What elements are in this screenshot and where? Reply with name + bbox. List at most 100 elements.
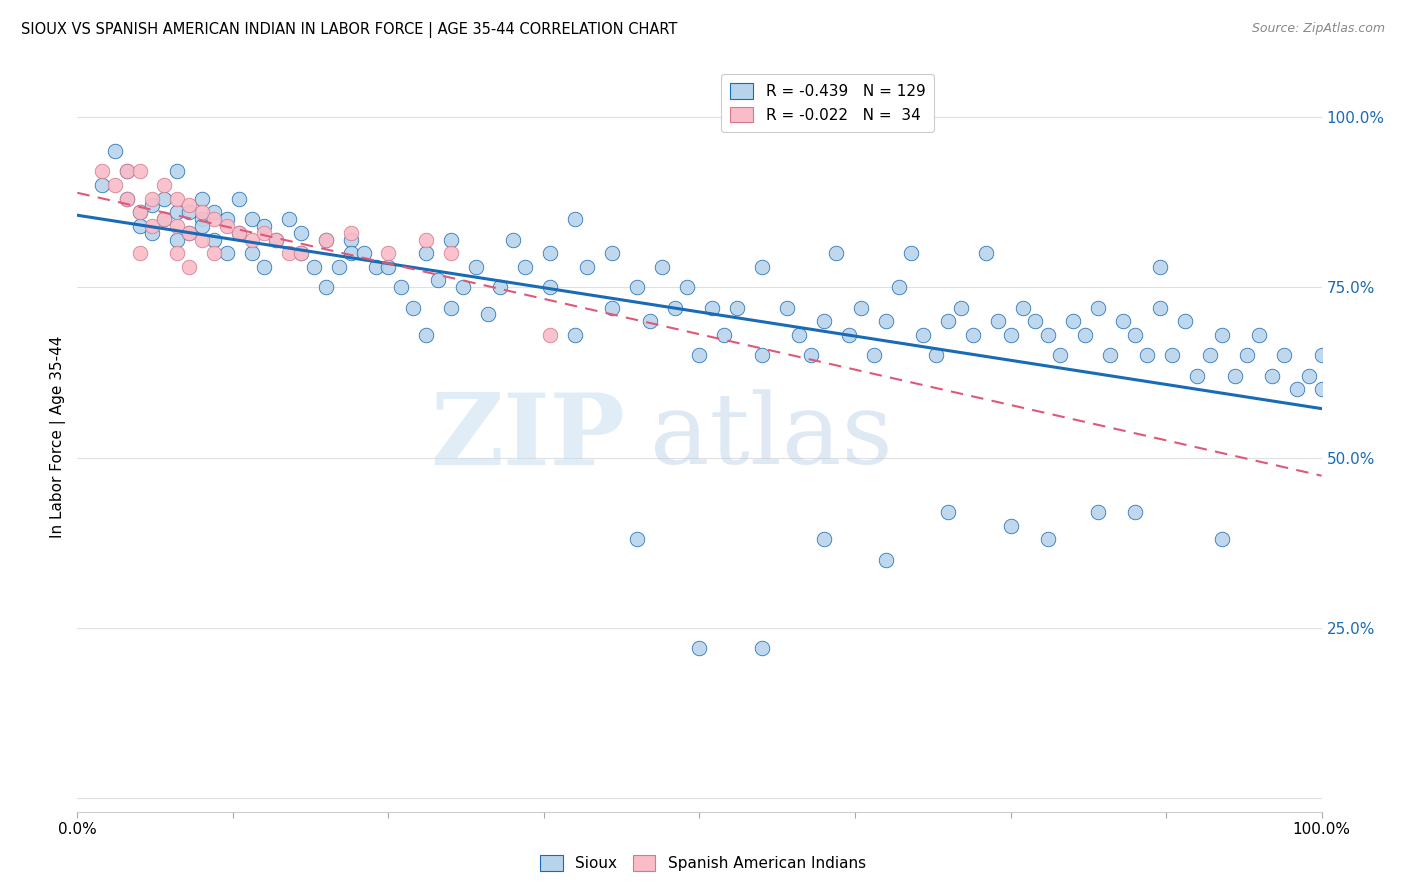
Point	[576, 260, 599, 274]
Point	[751, 348, 773, 362]
Point	[538, 327, 561, 342]
Point	[315, 233, 337, 247]
Point	[104, 144, 127, 158]
Point	[700, 301, 723, 315]
Point	[502, 233, 524, 247]
Point	[439, 233, 461, 247]
Point	[1136, 348, 1159, 362]
Point	[191, 192, 214, 206]
Point	[1161, 348, 1184, 362]
Point	[1000, 327, 1022, 342]
Point	[1036, 327, 1059, 342]
Point	[315, 280, 337, 294]
Point	[851, 301, 873, 315]
Point	[402, 301, 425, 315]
Point	[987, 314, 1010, 328]
Point	[464, 260, 486, 274]
Point	[775, 301, 797, 315]
Point	[800, 348, 823, 362]
Point	[1249, 327, 1271, 342]
Point	[202, 233, 225, 247]
Point	[215, 212, 238, 227]
Point	[1087, 301, 1109, 315]
Point	[266, 233, 288, 247]
Point	[651, 260, 673, 274]
Point	[1285, 383, 1308, 397]
Point	[128, 219, 150, 233]
Point	[1298, 368, 1320, 383]
Point	[179, 260, 201, 274]
Point	[638, 314, 661, 328]
Point	[1099, 348, 1122, 362]
Point	[1223, 368, 1246, 383]
Point	[240, 212, 263, 227]
Point	[664, 301, 686, 315]
Point	[141, 219, 163, 233]
Point	[1123, 327, 1146, 342]
Point	[1261, 368, 1284, 383]
Point	[538, 280, 561, 294]
Point	[936, 314, 959, 328]
Point	[141, 192, 163, 206]
Point	[277, 246, 299, 260]
Point	[1272, 348, 1295, 362]
Point	[290, 246, 312, 260]
Point	[128, 205, 150, 219]
Point	[439, 246, 461, 260]
Point	[1049, 348, 1071, 362]
Point	[128, 205, 150, 219]
Point	[862, 348, 884, 362]
Point	[166, 219, 188, 233]
Point	[115, 192, 138, 206]
Point	[290, 246, 312, 260]
Point	[1149, 301, 1171, 315]
Point	[713, 327, 735, 342]
Point	[115, 192, 138, 206]
Point	[364, 260, 387, 274]
Point	[153, 178, 176, 192]
Point	[353, 246, 375, 260]
Point	[166, 192, 188, 206]
Point	[912, 327, 935, 342]
Point	[240, 233, 263, 247]
Point	[900, 246, 922, 260]
Point	[166, 246, 188, 260]
Point	[415, 327, 437, 342]
Point	[1149, 260, 1171, 274]
Point	[825, 246, 848, 260]
Point	[1012, 301, 1035, 315]
Point	[340, 226, 363, 240]
Point	[538, 246, 561, 260]
Point	[191, 212, 214, 227]
Point	[191, 205, 214, 219]
Point	[689, 348, 711, 362]
Point	[1310, 348, 1333, 362]
Point	[166, 164, 188, 178]
Point	[1062, 314, 1084, 328]
Point	[215, 219, 238, 233]
Point	[1087, 505, 1109, 519]
Point	[228, 226, 250, 240]
Point	[166, 205, 188, 219]
Point	[813, 533, 835, 547]
Point	[925, 348, 948, 362]
Point	[202, 246, 225, 260]
Point	[564, 327, 586, 342]
Point	[813, 314, 835, 328]
Point	[266, 233, 288, 247]
Point	[340, 246, 363, 260]
Point	[128, 246, 150, 260]
Point	[415, 233, 437, 247]
Point	[253, 226, 276, 240]
Point	[451, 280, 474, 294]
Point	[787, 327, 810, 342]
Point	[228, 192, 250, 206]
Y-axis label: In Labor Force | Age 35-44: In Labor Force | Age 35-44	[51, 336, 66, 538]
Point	[128, 164, 150, 178]
Point	[489, 280, 512, 294]
Point	[751, 260, 773, 274]
Point	[240, 246, 263, 260]
Text: ZIP: ZIP	[430, 389, 624, 485]
Point	[949, 301, 972, 315]
Point	[838, 327, 860, 342]
